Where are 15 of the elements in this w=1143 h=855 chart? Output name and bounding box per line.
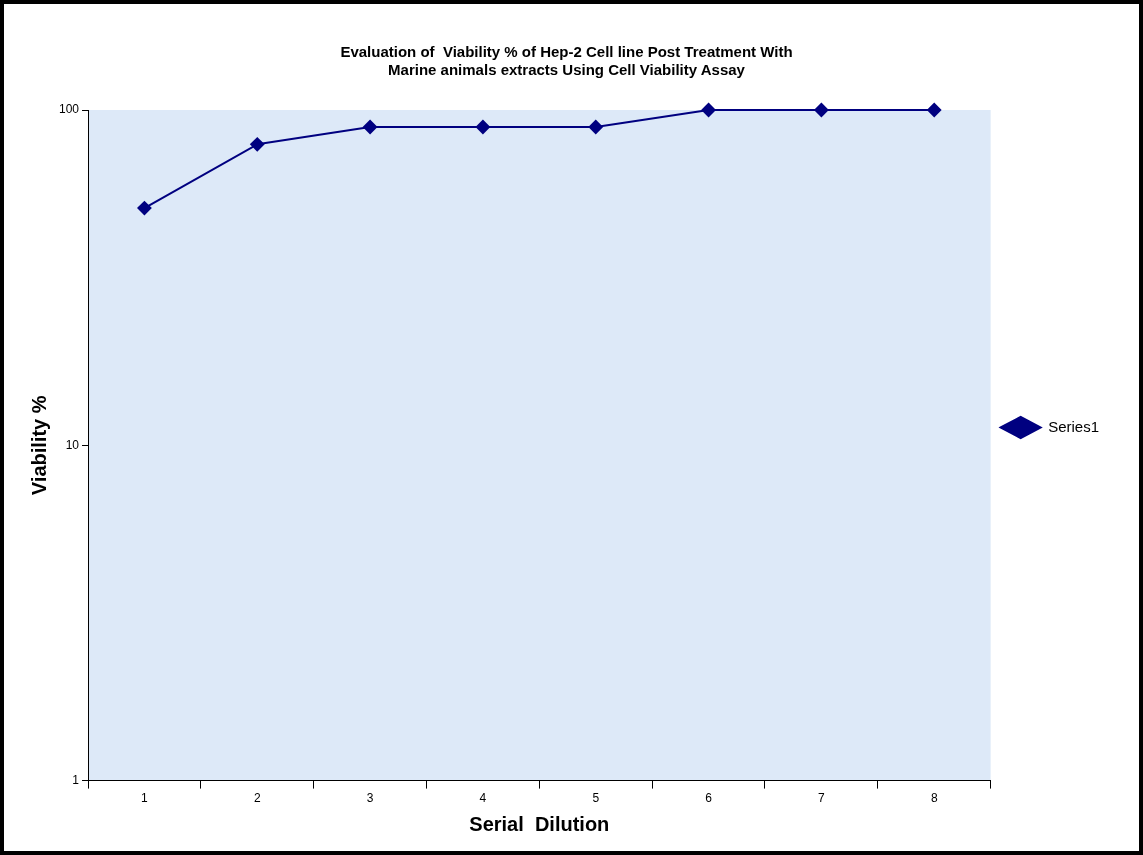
x-tick-label: 7 (818, 791, 826, 806)
y-tick-label: 1 (72, 772, 80, 787)
chart-title: Evaluation of Viability % of Hep-2 Cell line Post Treatment With Marine animals extracts Using Cell Viability Assay (340, 43, 793, 79)
legend-label: Series1 (1048, 417, 1099, 435)
x-tick-label: 3 (366, 791, 374, 806)
x-tick-label: 2 (253, 791, 261, 806)
x-tick-label: 5 (592, 791, 600, 806)
x-tick-label: 8 (930, 791, 938, 806)
y-tick-label: 100 (58, 102, 80, 117)
x-tick-label: 6 (705, 791, 713, 806)
y-axis-title: Viability % (27, 395, 50, 496)
x-tick-label: 1 (141, 791, 149, 806)
x-axis-title: Serial Dilution (469, 812, 610, 835)
x-tick-label: 4 (479, 791, 487, 806)
y-tick-label: 10 (65, 437, 80, 452)
